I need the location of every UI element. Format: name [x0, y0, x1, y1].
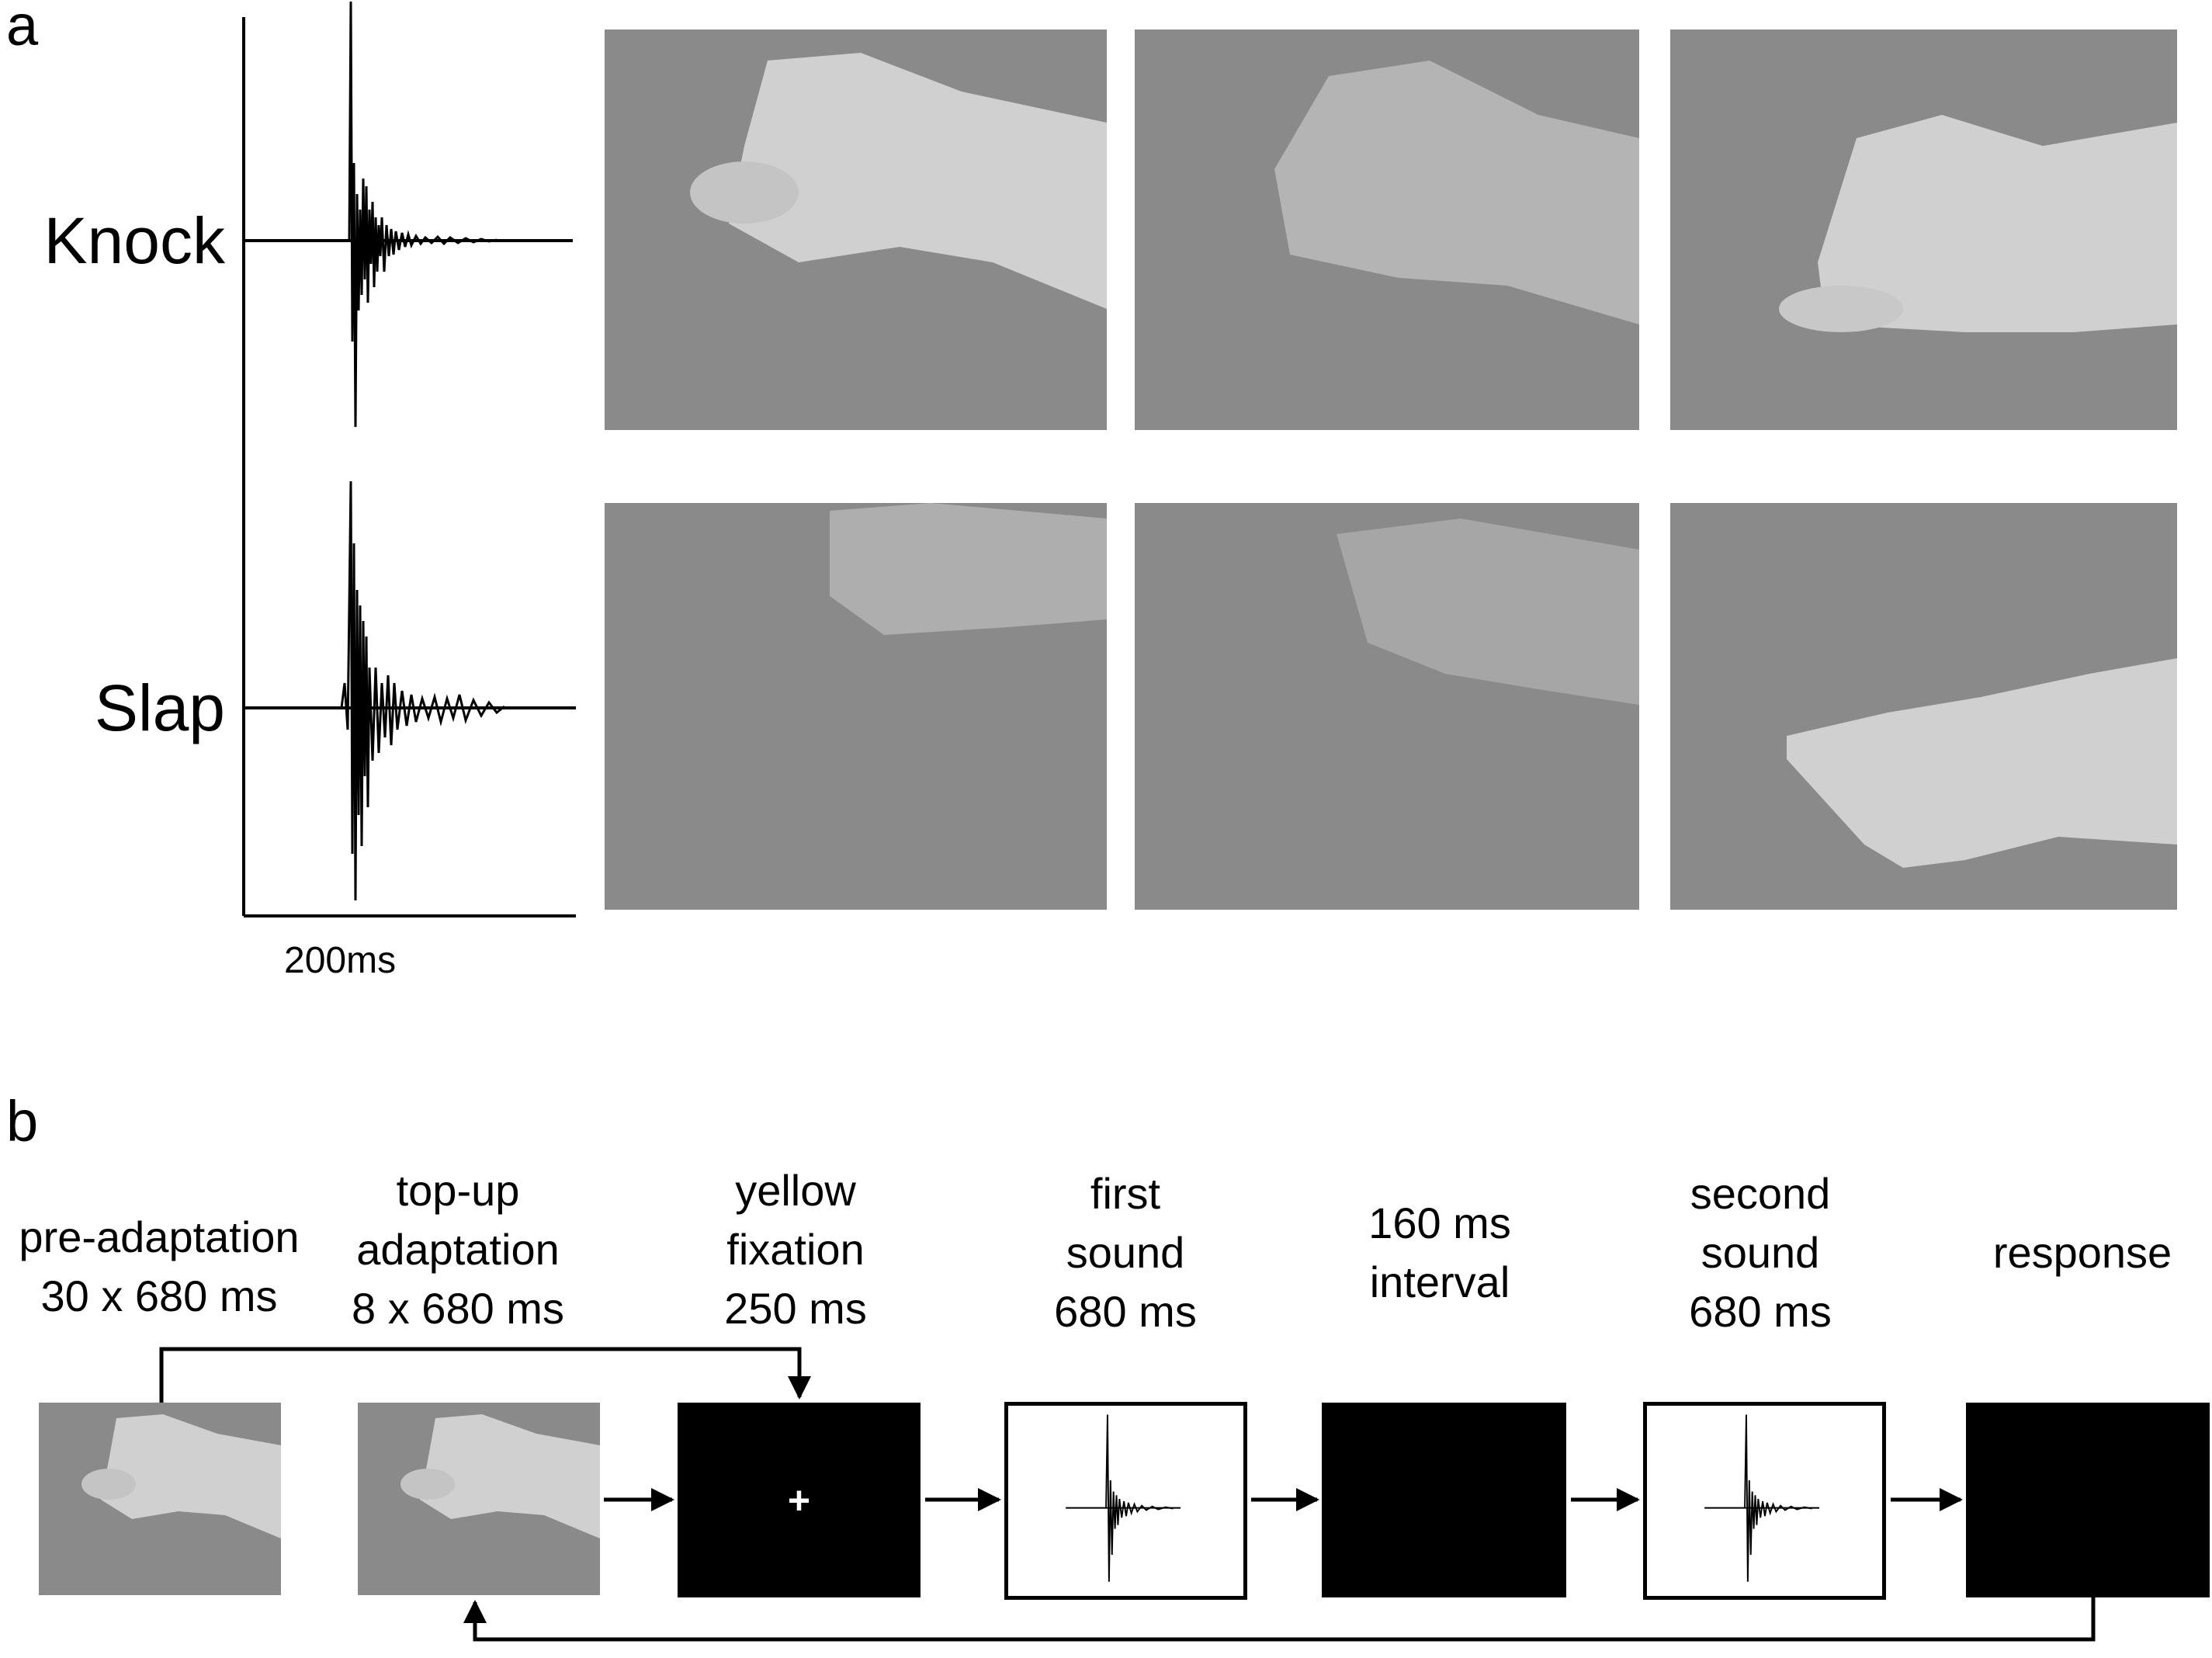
sound-waveform-icon: [1647, 1406, 1882, 1596]
stage-label-second-sound: second sound 680 ms: [1624, 1164, 1896, 1341]
row-label-slap: Slap: [0, 675, 225, 741]
hand-raised-blurred: [830, 503, 1107, 635]
screen-pre-adaptation: [39, 1403, 281, 1595]
video-frame-knock-3: [1670, 29, 2177, 430]
arrow-response-to-topup: [475, 1597, 2093, 1639]
fixation-cross: +: [678, 1403, 921, 1597]
panel-a-label: a: [6, 0, 38, 54]
waveform-knock: [349, 2, 497, 427]
screen-response: [1966, 1403, 2210, 1597]
stage-label-top-up: top-up adaptation 8 x 680 ms: [303, 1161, 613, 1338]
stage-label-interval: 160 ms interval: [1304, 1194, 1576, 1312]
screen-first-sound: [1004, 1402, 1247, 1600]
stage-label-fixation: yellow fixation 250 ms: [660, 1161, 931, 1338]
waveform-plot: [233, 0, 582, 963]
video-frame-slap-3: [1670, 503, 2177, 910]
stage-label-first-sound: first sound 680 ms: [990, 1164, 1261, 1341]
video-frame-knock-1: [605, 29, 1107, 430]
screen-second-sound: [1643, 1402, 1886, 1600]
arrow-preadapt-to-fixation: [161, 1349, 799, 1403]
waveform-slap: [342, 481, 504, 900]
stage-label-pre-adaptation: pre-adaptation 30 x 680 ms: [0, 1208, 326, 1326]
screen-fixation: +: [678, 1403, 921, 1597]
screen-interval: [1322, 1403, 1566, 1597]
panel-b-label: b: [6, 1093, 38, 1150]
video-frame-knock-2: [1135, 29, 1639, 430]
sound-waveform-icon: [1008, 1406, 1243, 1596]
stage-label-response: response: [1947, 1223, 2212, 1282]
video-frame-slap-1: [605, 503, 1107, 910]
screen-top-up-adaptation: [358, 1403, 600, 1595]
video-frame-slap-2: [1135, 503, 1639, 910]
row-label-knock: Knock: [0, 208, 225, 273]
